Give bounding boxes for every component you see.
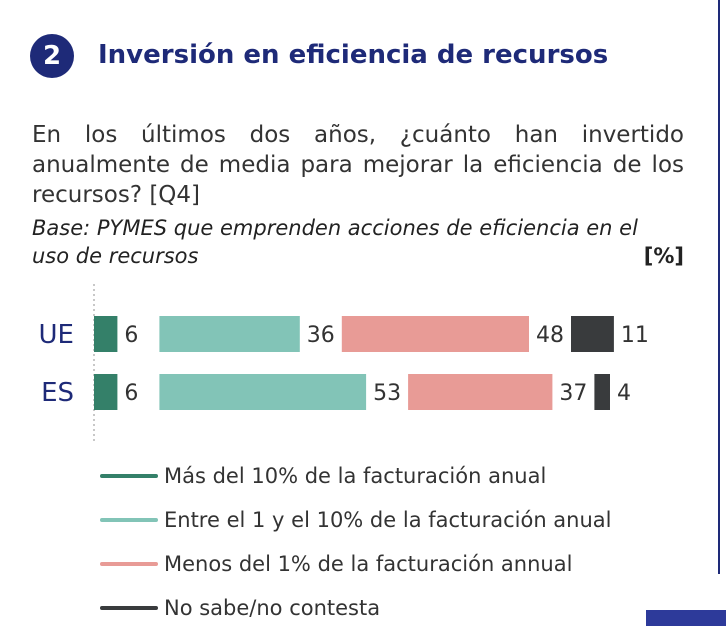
bar-segment [408, 374, 553, 410]
bar-segment [94, 316, 118, 352]
section-number-badge: 2 [30, 34, 74, 78]
bar-segment [594, 374, 610, 410]
legend-swatch [100, 562, 158, 566]
bar-segment [341, 316, 529, 352]
legend-item: Menos del 1% de la facturación annual [100, 542, 612, 586]
data-label: 6 [124, 323, 138, 348]
chart-legend: Más del 10% de la facturación anual Entr… [100, 454, 612, 630]
corner-accent-bar [646, 610, 726, 626]
bar-segment [571, 316, 614, 352]
legend-item: No sabe/no contesta [100, 586, 612, 630]
survey-question: En los últimos dos años, ¿cuánto han inv… [32, 122, 684, 208]
legend-swatch [100, 474, 158, 478]
page-title: Inversión en eficiencia de recursos [98, 40, 609, 70]
legend-label: Entre el 1 y el 10% de la facturación an… [164, 508, 612, 532]
legend-item: Más del 10% de la facturación anual [100, 454, 612, 498]
right-border-line [718, 0, 720, 574]
base-note: Base: PYMES que emprenden acciones de ef… [32, 216, 638, 268]
data-label: 6 [124, 381, 138, 406]
category-label: ES [41, 378, 74, 408]
bar-segment [159, 316, 300, 352]
legend-swatch [100, 518, 158, 522]
bar-segment [159, 374, 367, 410]
legend-label: Menos del 1% de la facturación annual [164, 552, 573, 576]
legend-swatch [100, 606, 158, 610]
data-label: 53 [373, 381, 401, 406]
segmented-bar-chart: UE 6 36 48 11 ES 6 53 37 4 [39, 284, 649, 444]
category-label: UE [39, 320, 74, 350]
unit-label: [%] [643, 244, 684, 268]
legend-label: Más del 10% de la facturación anual [164, 464, 547, 488]
chart-bars: UE 6 36 48 11 ES 6 53 37 4 [39, 316, 649, 410]
data-label: 48 [536, 323, 564, 348]
data-label: 11 [621, 323, 649, 348]
data-label: 4 [617, 381, 631, 406]
data-label: 36 [307, 323, 335, 348]
bar-segment [94, 374, 118, 410]
data-label: 37 [559, 381, 587, 406]
legend-item: Entre el 1 y el 10% de la facturación an… [100, 498, 612, 542]
legend-label: No sabe/no contesta [164, 596, 381, 620]
